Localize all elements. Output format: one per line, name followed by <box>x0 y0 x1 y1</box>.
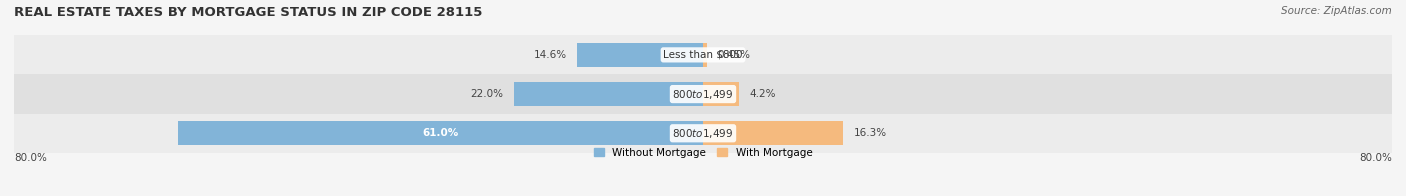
Bar <box>578 43 703 67</box>
Bar <box>703 121 844 145</box>
Text: Source: ZipAtlas.com: Source: ZipAtlas.com <box>1281 6 1392 16</box>
Text: 61.0%: 61.0% <box>422 128 458 138</box>
Text: 80.0%: 80.0% <box>14 153 46 163</box>
Bar <box>14 114 1392 153</box>
Bar <box>14 35 1392 74</box>
Bar <box>703 82 740 106</box>
Text: 16.3%: 16.3% <box>853 128 887 138</box>
Text: 4.2%: 4.2% <box>749 89 776 99</box>
Text: 80.0%: 80.0% <box>1360 153 1392 163</box>
Bar <box>177 121 703 145</box>
Bar <box>513 82 703 106</box>
Text: REAL ESTATE TAXES BY MORTGAGE STATUS IN ZIP CODE 28115: REAL ESTATE TAXES BY MORTGAGE STATUS IN … <box>14 6 482 19</box>
Text: 0.45%: 0.45% <box>717 50 751 60</box>
Bar <box>703 43 707 67</box>
Text: Less than $800: Less than $800 <box>664 50 742 60</box>
Text: $800 to $1,499: $800 to $1,499 <box>672 88 734 101</box>
Bar <box>14 74 1392 114</box>
Legend: Without Mortgage, With Mortgage: Without Mortgage, With Mortgage <box>589 143 817 162</box>
Text: 14.6%: 14.6% <box>534 50 567 60</box>
Text: $800 to $1,499: $800 to $1,499 <box>672 127 734 140</box>
Text: 22.0%: 22.0% <box>470 89 503 99</box>
